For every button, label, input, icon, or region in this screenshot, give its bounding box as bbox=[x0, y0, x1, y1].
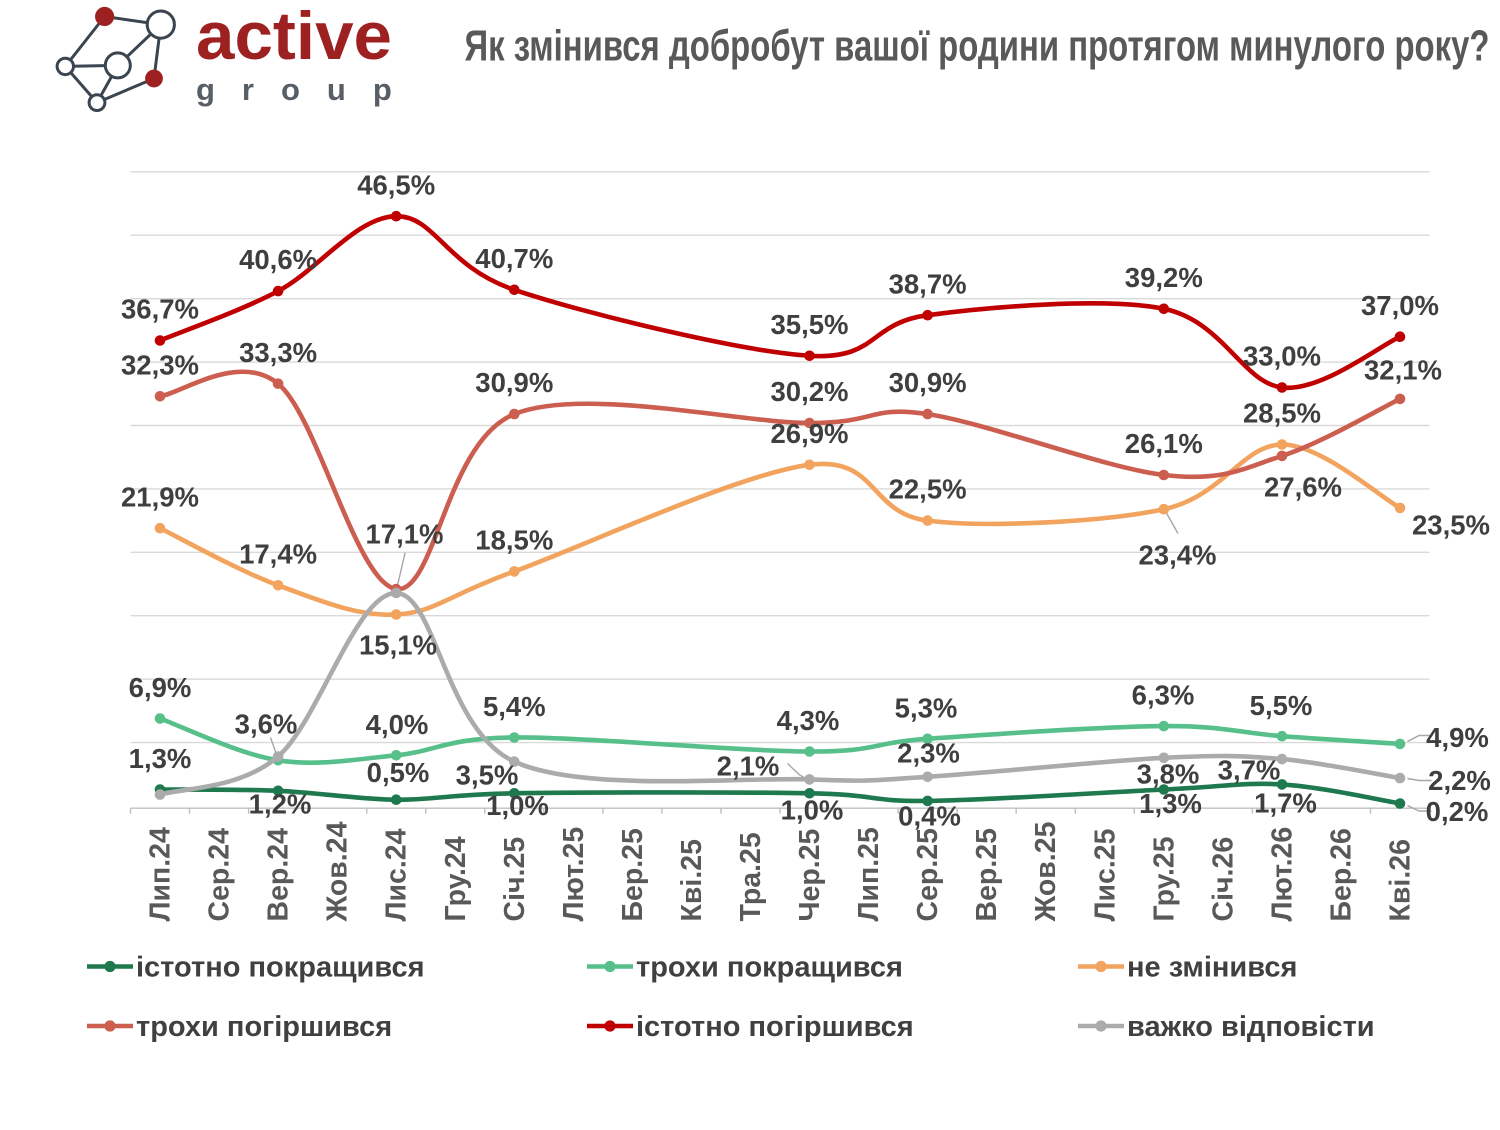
svg-text:1,3%: 1,3% bbox=[1139, 788, 1202, 819]
svg-text:3,6%: 3,6% bbox=[235, 709, 298, 740]
svg-text:2,1%: 2,1% bbox=[717, 751, 780, 782]
svg-text:32,3%: 32,3% bbox=[121, 349, 199, 380]
svg-text:33,3%: 33,3% bbox=[239, 337, 317, 368]
svg-text:46,5%: 46,5% bbox=[357, 169, 435, 200]
svg-text:6,9%: 6,9% bbox=[129, 672, 192, 703]
svg-text:28,5%: 28,5% bbox=[1243, 398, 1321, 429]
svg-text:17,1%: 17,1% bbox=[366, 519, 444, 550]
svg-text:37,0%: 37,0% bbox=[1361, 290, 1439, 321]
svg-text:Кві.26: Кві.26 bbox=[1385, 839, 1417, 921]
svg-text:26,9%: 26,9% bbox=[771, 418, 849, 449]
svg-text:Лют.26: Лют.26 bbox=[1267, 827, 1299, 922]
svg-text:Жов.25: Жов.25 bbox=[1030, 821, 1062, 922]
svg-text:1,3%: 1,3% bbox=[129, 743, 192, 774]
svg-text:5,3%: 5,3% bbox=[895, 692, 958, 723]
svg-text:важко відповісти: важко відповісти bbox=[1127, 1011, 1375, 1043]
svg-text:Бер.25: Бер.25 bbox=[617, 828, 649, 922]
svg-text:Кві.25: Кві.25 bbox=[676, 839, 708, 922]
svg-text:40,6%: 40,6% bbox=[239, 244, 317, 275]
svg-text:30,2%: 30,2% bbox=[771, 376, 849, 407]
svg-text:4,3%: 4,3% bbox=[777, 705, 840, 736]
svg-text:не змінився: не змінився bbox=[1127, 952, 1297, 984]
svg-text:трохи погіршився: трохи погіршився bbox=[136, 1011, 392, 1043]
svg-text:Чер.25: Чер.25 bbox=[794, 828, 826, 921]
svg-text:Вер.25: Вер.25 bbox=[971, 828, 1003, 922]
svg-text:Вер.24: Вер.24 bbox=[263, 828, 295, 922]
svg-text:Жов.24: Жов.24 bbox=[322, 821, 354, 922]
svg-text:26,1%: 26,1% bbox=[1125, 428, 1203, 459]
svg-text:Лип.25: Лип.25 bbox=[853, 827, 885, 922]
svg-text:5,4%: 5,4% bbox=[483, 691, 546, 722]
svg-text:1,0%: 1,0% bbox=[486, 790, 549, 821]
svg-text:істотно погіршився: істотно погіршився bbox=[636, 1011, 914, 1043]
svg-text:Лис.25: Лис.25 bbox=[1089, 828, 1121, 921]
svg-text:трохи покращився: трохи покращився bbox=[636, 952, 903, 984]
svg-text:Як змінився добробут вашої род: Як змінився добробут вашої родини протяг… bbox=[465, 22, 1490, 71]
svg-text:5,5%: 5,5% bbox=[1250, 690, 1313, 721]
svg-text:group: group bbox=[196, 72, 419, 107]
svg-text:17,4%: 17,4% bbox=[239, 538, 317, 569]
svg-text:Лис.24: Лис.24 bbox=[381, 828, 413, 921]
svg-text:0,5%: 0,5% bbox=[367, 757, 430, 788]
svg-text:Гру.24: Гру.24 bbox=[440, 836, 472, 921]
svg-text:6,3%: 6,3% bbox=[1132, 680, 1195, 711]
svg-text:40,7%: 40,7% bbox=[475, 243, 553, 274]
svg-text:3,8%: 3,8% bbox=[1137, 759, 1200, 790]
svg-text:21,9%: 21,9% bbox=[121, 481, 199, 512]
svg-text:1,0%: 1,0% bbox=[781, 795, 844, 826]
svg-text:Сер.25: Сер.25 bbox=[912, 828, 944, 922]
svg-text:35,5%: 35,5% bbox=[771, 309, 849, 340]
svg-text:Січ.25: Січ.25 bbox=[499, 837, 531, 922]
svg-text:22,5%: 22,5% bbox=[889, 474, 967, 505]
svg-text:Сер.24: Сер.24 bbox=[204, 828, 236, 922]
svg-text:23,4%: 23,4% bbox=[1139, 540, 1217, 571]
svg-text:active: active bbox=[196, 0, 392, 74]
svg-text:4,9%: 4,9% bbox=[1426, 722, 1489, 753]
svg-text:36,7%: 36,7% bbox=[121, 294, 199, 325]
svg-text:Бер.26: Бер.26 bbox=[1326, 828, 1358, 921]
svg-text:18,5%: 18,5% bbox=[475, 525, 553, 556]
svg-text:38,7%: 38,7% bbox=[889, 268, 967, 299]
svg-text:33,0%: 33,0% bbox=[1243, 341, 1321, 372]
svg-text:4,0%: 4,0% bbox=[366, 709, 429, 740]
svg-text:істотно покращився: істотно покращився bbox=[136, 952, 425, 984]
svg-text:Лип.24: Лип.24 bbox=[145, 827, 177, 922]
svg-text:Гру.25: Гру.25 bbox=[1148, 836, 1180, 921]
svg-text:3,7%: 3,7% bbox=[1218, 755, 1281, 786]
svg-text:Лют.25: Лют.25 bbox=[558, 827, 590, 922]
svg-text:2,3%: 2,3% bbox=[897, 738, 960, 769]
svg-text:32,1%: 32,1% bbox=[1364, 355, 1442, 386]
svg-text:3,5%: 3,5% bbox=[456, 760, 519, 791]
svg-text:0,4%: 0,4% bbox=[898, 801, 961, 832]
svg-text:Січ.26: Січ.26 bbox=[1207, 837, 1239, 922]
svg-text:30,9%: 30,9% bbox=[475, 367, 553, 398]
svg-text:27,6%: 27,6% bbox=[1264, 472, 1342, 503]
svg-text:2,2%: 2,2% bbox=[1428, 765, 1491, 796]
svg-text:1,7%: 1,7% bbox=[1254, 788, 1317, 819]
svg-text:15,1%: 15,1% bbox=[359, 630, 437, 661]
svg-text:Тра.25: Тра.25 bbox=[735, 832, 767, 921]
svg-text:0,2%: 0,2% bbox=[1426, 796, 1489, 827]
svg-text:30,9%: 30,9% bbox=[889, 367, 967, 398]
svg-text:39,2%: 39,2% bbox=[1125, 262, 1203, 293]
svg-text:1,2%: 1,2% bbox=[249, 789, 312, 820]
svg-text:23,5%: 23,5% bbox=[1412, 510, 1490, 541]
